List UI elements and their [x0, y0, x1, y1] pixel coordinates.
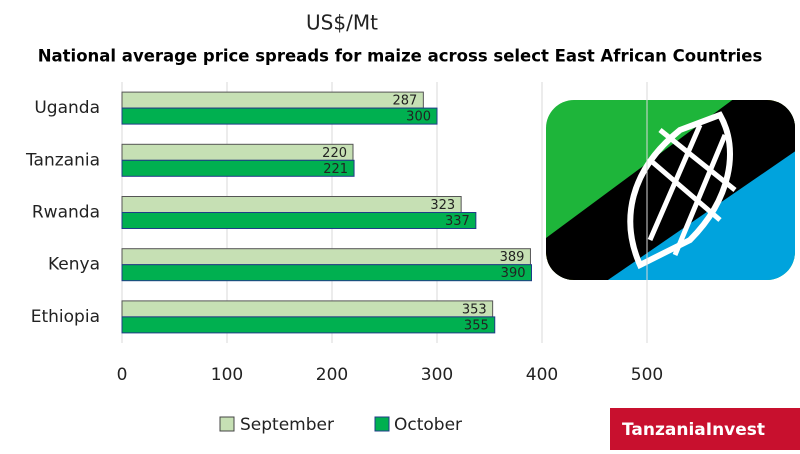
legend-label: September — [240, 415, 334, 435]
bar — [121, 300, 494, 318]
bar — [121, 212, 477, 229]
data-label: 390 — [501, 266, 526, 281]
unit-label: US$/Mt — [306, 11, 378, 35]
bar — [121, 196, 462, 213]
logo-box — [610, 408, 800, 450]
flag-logo — [546, 100, 795, 280]
bar — [121, 264, 532, 282]
data-label: 287 — [393, 94, 418, 109]
legend-swatch — [219, 416, 235, 432]
bar — [121, 107, 438, 125]
x-tick-label: 300 — [421, 365, 453, 385]
x-tick-label: 200 — [316, 365, 348, 385]
data-label: 300 — [406, 110, 431, 125]
bar — [121, 91, 424, 109]
y-tick-label: Tanzania — [25, 150, 100, 170]
data-label: 323 — [430, 198, 455, 213]
data-label: 221 — [323, 162, 348, 177]
bar — [121, 143, 354, 161]
legend-swatch — [374, 416, 390, 432]
x-tick-label: 400 — [526, 365, 558, 385]
data-label: 353 — [462, 302, 487, 317]
y-tick-label: Kenya — [48, 255, 100, 275]
logo-text: TanzaniaInvest — [622, 420, 765, 440]
bar — [121, 248, 531, 266]
chart-title: National average price spreads for maize… — [38, 47, 763, 66]
data-label: 337 — [445, 214, 470, 229]
data-label: 355 — [464, 318, 489, 333]
x-tick-label: 100 — [211, 365, 243, 385]
legend-label: October — [394, 415, 462, 435]
x-tick-label: 500 — [631, 365, 663, 385]
bar — [121, 159, 355, 177]
data-label: 389 — [500, 250, 525, 265]
y-tick-label: Ethiopia — [31, 307, 100, 327]
x-tick-label: 0 — [117, 365, 128, 385]
bar — [121, 316, 496, 334]
y-tick-label: Uganda — [34, 98, 100, 118]
y-tick-label: Rwanda — [32, 203, 100, 223]
data-label: 220 — [322, 146, 347, 161]
